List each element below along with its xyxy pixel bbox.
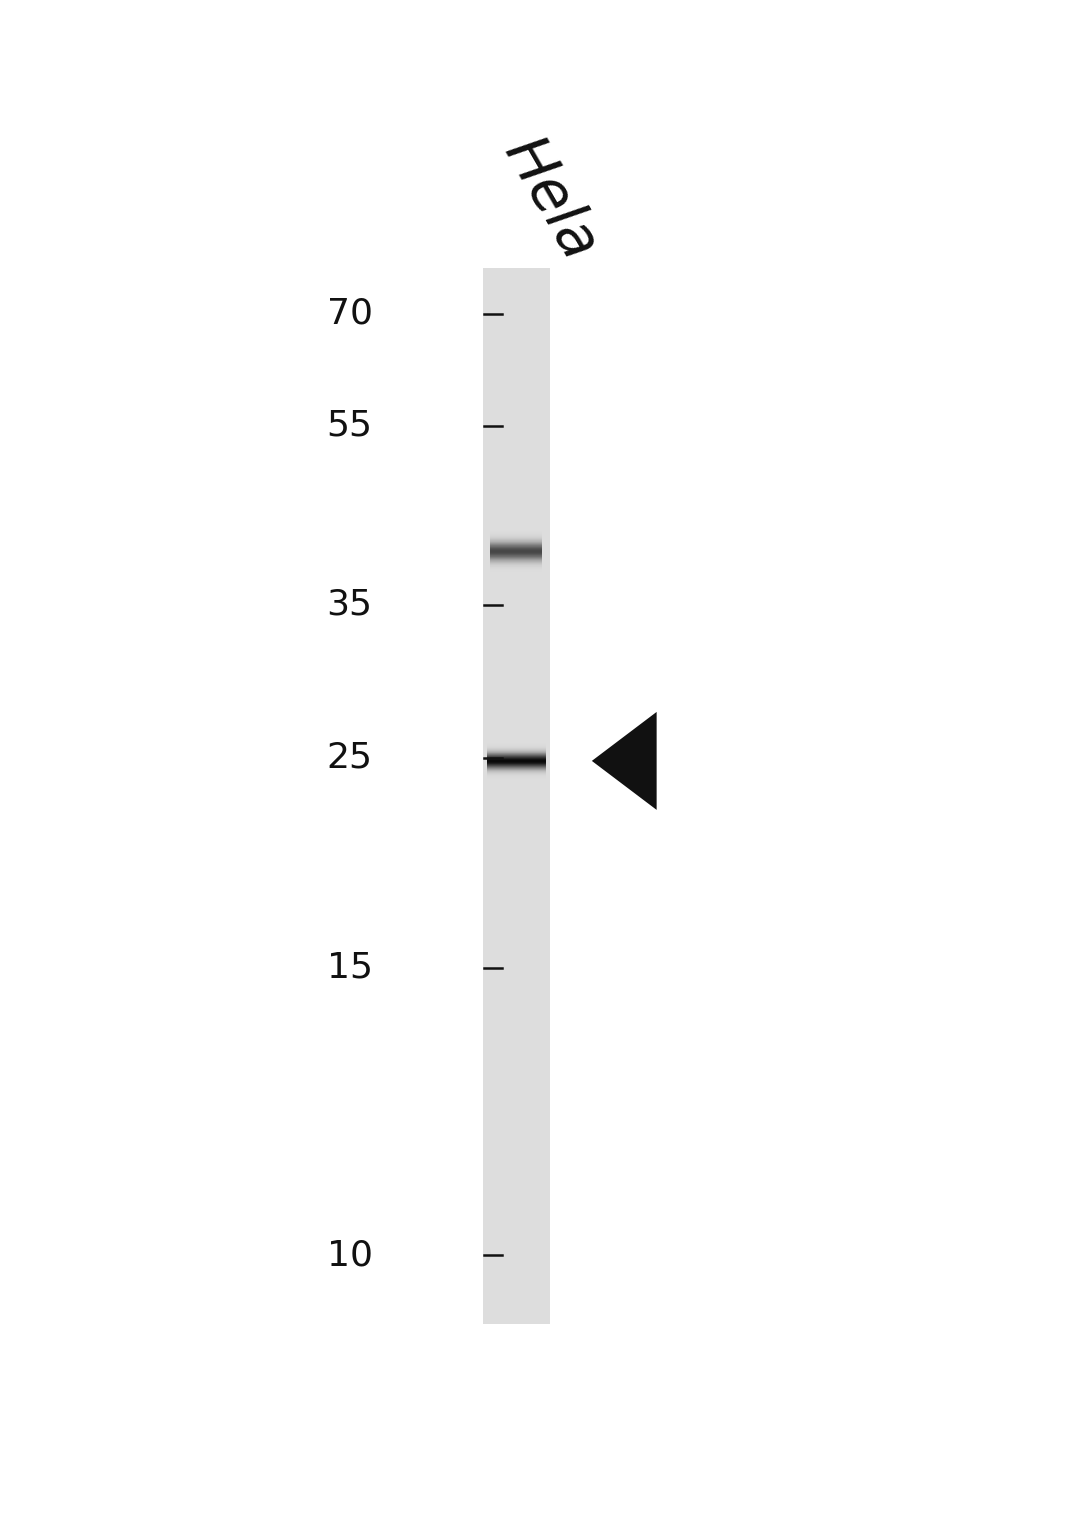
Bar — [483, 268, 550, 1324]
Text: Hela: Hela — [494, 127, 608, 271]
Text: 25: 25 — [326, 741, 373, 775]
Text: 35: 35 — [326, 588, 373, 622]
Polygon shape — [592, 712, 657, 810]
Text: 55: 55 — [326, 409, 373, 442]
Text: 70: 70 — [326, 297, 373, 331]
Text: 15: 15 — [326, 951, 373, 984]
Text: 10: 10 — [326, 1239, 373, 1272]
